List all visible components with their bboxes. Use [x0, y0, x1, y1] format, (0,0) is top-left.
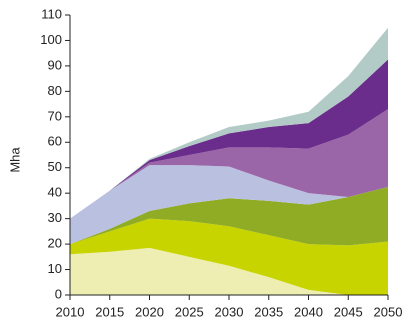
y-tick-label: 90	[48, 57, 62, 72]
x-tick-label: 2040	[294, 304, 323, 319]
y-tick-label: 80	[48, 83, 62, 98]
x-tick-label: 2050	[374, 304, 403, 319]
x-tick-label: 2025	[175, 304, 204, 319]
y-tick-label: 50	[48, 159, 62, 174]
y-tick-label: 100	[40, 32, 62, 47]
y-axis-label: Mha	[7, 147, 22, 173]
x-tick-label: 2045	[334, 304, 363, 319]
y-tick-label: 110	[41, 6, 62, 21]
area	[70, 165, 388, 245]
y-tick-label: 30	[48, 210, 62, 225]
x-tick-label: 2015	[95, 304, 124, 319]
y-tick-label: 10	[48, 261, 62, 276]
y-tick-label: 70	[48, 108, 62, 123]
area	[70, 186, 388, 246]
x-tick-label: 2010	[56, 304, 85, 319]
area	[70, 218, 388, 295]
area	[70, 247, 388, 295]
area	[70, 59, 388, 219]
x-tick-label: 2020	[135, 304, 164, 319]
x-tick-label: 2030	[215, 304, 244, 319]
y-tick-label: 60	[48, 134, 62, 149]
y-tick-label: 0	[55, 286, 62, 301]
y-tick-label: 40	[48, 185, 62, 200]
area	[70, 109, 388, 219]
x-tick-label: 2035	[254, 304, 283, 319]
y-tick-label: 20	[48, 236, 62, 251]
